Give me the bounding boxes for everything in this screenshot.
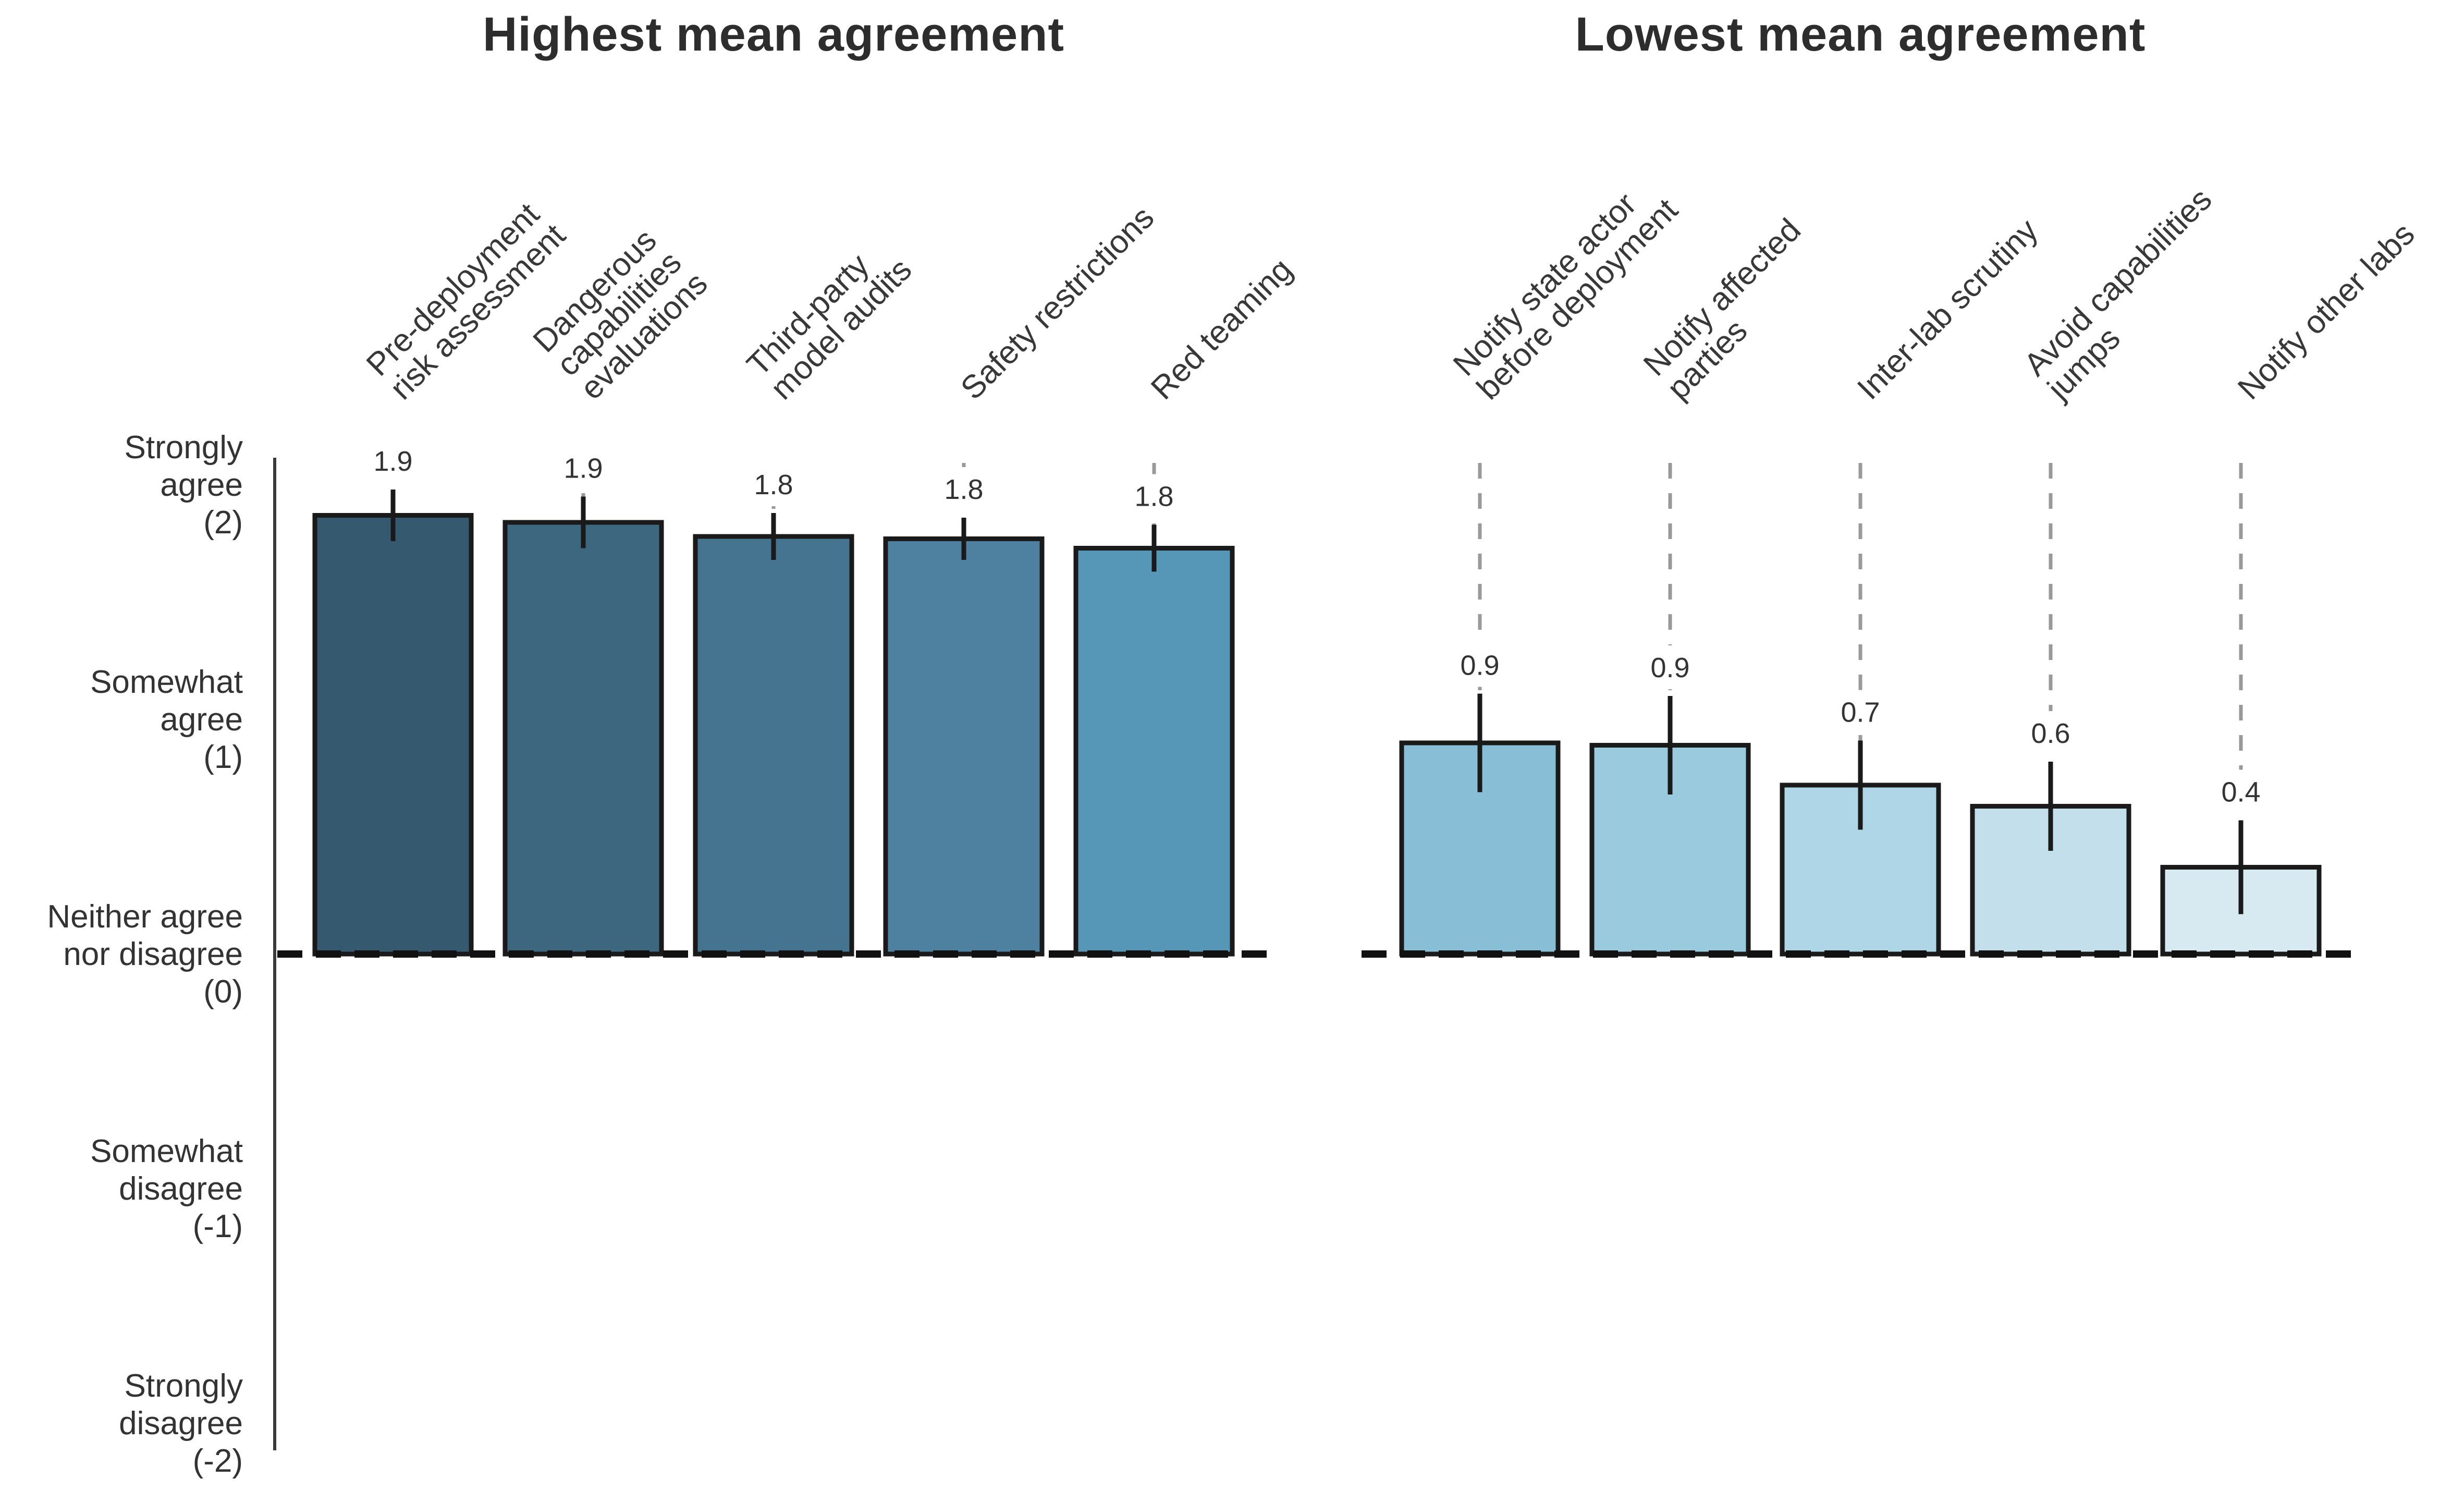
y-tick-label-line: agree — [160, 467, 243, 503]
category-label: Inter-lab scrutiny — [1850, 212, 2045, 407]
y-tick-label-line: (2) — [203, 505, 243, 541]
y-tick-label-line: (1) — [203, 739, 243, 775]
value-label-backing — [916, 467, 1012, 511]
y-tick-label-line: (-2) — [193, 1443, 243, 1479]
value-label-backing — [1432, 643, 1528, 687]
bar — [1073, 546, 1235, 957]
value-label: 0.7 — [1841, 697, 1880, 728]
bar — [883, 536, 1045, 957]
value-label: 1.8 — [1134, 481, 1173, 512]
left-panel-title: Highest mean agreement — [482, 8, 1065, 61]
y-tick-label-line: agree — [160, 702, 243, 738]
y-tick-label-line: Somewhat — [90, 664, 243, 700]
value-label: 1.8 — [944, 474, 983, 505]
category-label-line: before deployment — [1470, 192, 1685, 407]
value-label-backing — [2003, 711, 2099, 755]
y-tick-label-line: Neither agree — [47, 899, 243, 935]
category-label: Red teaming — [1144, 252, 1299, 407]
panel-lowest: 0.9 0.9 0.7 0.6 0.4 Notify state actorbefore … — [1362, 181, 2422, 958]
y-tick-label-line: Strongly — [125, 430, 243, 466]
y-tick-label-line: Somewhat — [90, 1133, 243, 1169]
y-axis-tick-labels: Stronglyagree(2)Somewhatagree(1)Neither … — [47, 430, 243, 1479]
value-label-backing — [1622, 645, 1718, 689]
category-label: Notify other labs — [2231, 216, 2422, 407]
bar — [312, 513, 474, 957]
value-label: 0.9 — [1650, 652, 1689, 683]
value-label: 1.9 — [563, 453, 603, 484]
right-panel-title: Lowest mean agreement — [1575, 8, 2146, 61]
y-tick-label-line: (0) — [203, 974, 243, 1010]
value-label: 0.6 — [2031, 718, 2070, 749]
value-label-backing — [345, 439, 441, 483]
y-tick-label-line: Strongly — [125, 1368, 243, 1404]
value-label-backing — [2193, 769, 2289, 814]
y-tick-label-line: nor disagree — [63, 936, 243, 972]
value-label: 1.8 — [754, 469, 793, 500]
value-label: 0.9 — [1460, 650, 1499, 681]
value-label: 1.9 — [373, 446, 412, 477]
y-tick-label-line: disagree — [119, 1171, 243, 1207]
category-label-line: Red teaming — [1144, 252, 1299, 407]
value-label-backing — [1812, 690, 1908, 734]
value-label: 0.4 — [2221, 777, 2260, 808]
bar — [502, 520, 664, 957]
value-label-backing — [535, 446, 631, 490]
y-tick-label-line: (-1) — [193, 1208, 243, 1244]
category-label-line: Notify other labs — [2231, 216, 2422, 407]
y-tick-label-line: disagree — [119, 1406, 243, 1441]
category-label-line: Inter-lab scrutiny — [1850, 212, 2045, 407]
value-label-backing — [1106, 474, 1202, 518]
category-label: Safety restrictions — [954, 200, 1161, 407]
value-label-backing — [726, 462, 822, 506]
category-label-line: Safety restrictions — [954, 200, 1161, 407]
bar — [693, 534, 854, 957]
